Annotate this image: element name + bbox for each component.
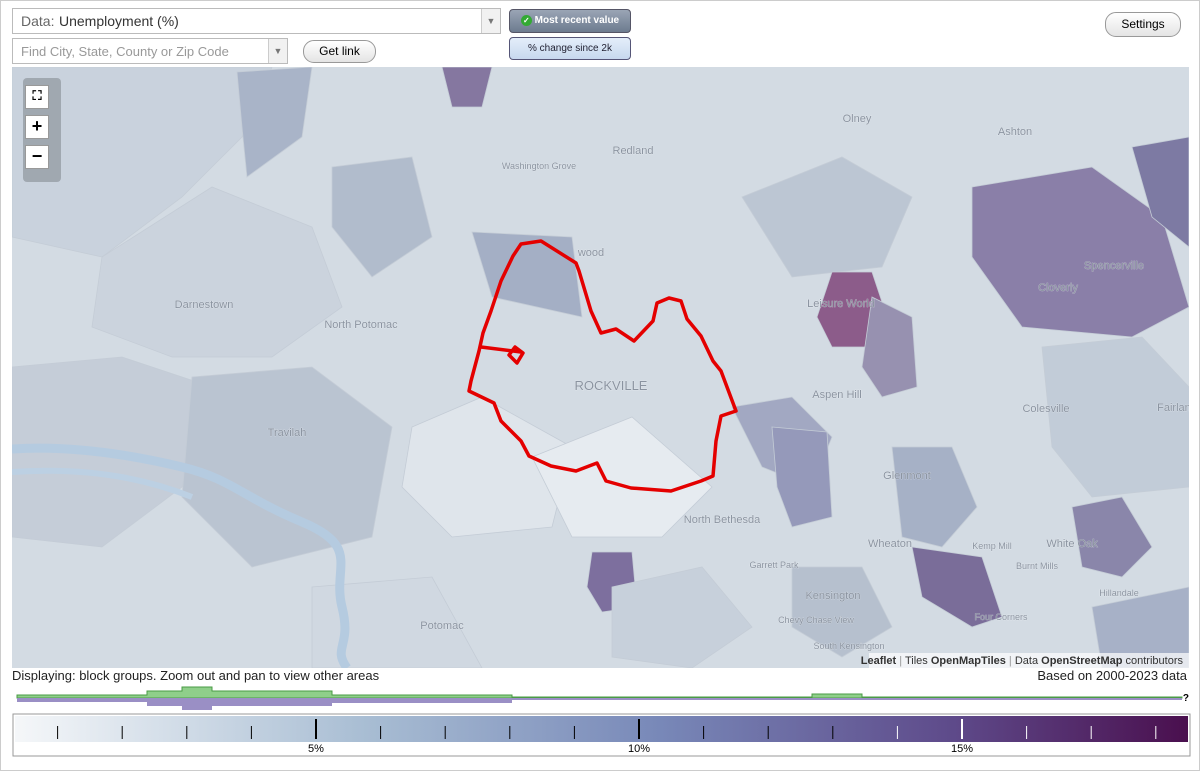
legend: 5% 10% 15% (12, 713, 1191, 757)
help-link[interactable]: ? (1183, 693, 1189, 704)
place-label: Garrett Park (749, 560, 799, 570)
place-label: Leisure World (807, 298, 875, 310)
tiles-link[interactable]: OpenMapTiles (931, 655, 1006, 667)
place-label: wood (577, 247, 604, 259)
place-label: Glenmont (883, 470, 931, 482)
most-recent-label: Most recent value (534, 15, 620, 26)
displaying-note: Displaying: block groups. Zoom out and p… (12, 668, 380, 683)
place-label: South Kensington (813, 641, 884, 651)
place-label: Ashton (998, 126, 1032, 138)
legend-tick-label: 10% (628, 743, 650, 755)
river-branch (12, 467, 194, 500)
place-label: Spencerville (1084, 260, 1144, 272)
legend-tick-label: 5% (308, 743, 324, 755)
search-placeholder: Find City, State, County or Zip Code (21, 44, 229, 59)
data-text: Data (1015, 655, 1039, 667)
attribution: Leaflet | Tiles OpenMapTiles | Data Open… (861, 655, 1184, 667)
zoom-in-button[interactable]: + (25, 115, 49, 139)
attribution-bg (869, 653, 1189, 668)
place-label: ROCKVILLE (575, 378, 648, 393)
place-label: Washington Grove (502, 161, 576, 171)
data-dropdown[interactable]: Data: Unemployment (%) ▼ (12, 8, 501, 34)
place-label: Darnestown (175, 299, 234, 311)
place-label: Kemp Mill (972, 541, 1012, 551)
place-label: Olney (843, 113, 872, 125)
histogram-green (16, 686, 1183, 699)
data-label: Data: (21, 13, 55, 29)
histogram-purple (17, 698, 1182, 710)
leaflet-link[interactable]: Leaflet (861, 655, 897, 667)
place-label: Fairland (1157, 402, 1189, 414)
map: Olney Ashton Redland Washington Grove wood Da… (12, 67, 1189, 668)
legend-tick-label: 15% (951, 743, 973, 755)
zoom-out-button[interactable]: − (25, 145, 49, 169)
place-label: White Oak (1046, 538, 1098, 550)
place-label: Potomac (420, 620, 464, 632)
place-label: Redland (613, 145, 654, 157)
search-caret: ▼ (268, 39, 287, 63)
most-recent-toggle[interactable]: ✓ Most recent value (509, 9, 631, 33)
contributors-text: contributors (1126, 655, 1184, 667)
place-label: North Potomac (324, 319, 398, 331)
place-label: Burnt Mills (1016, 561, 1059, 571)
settings-button[interactable]: Settings (1105, 12, 1181, 37)
fullscreen-button[interactable]: ⛶ (25, 85, 49, 109)
osm-link[interactable]: OpenStreetMap (1041, 655, 1123, 667)
tiles-text: Tiles (905, 655, 928, 667)
search-box[interactable]: Find City, State, County or Zip Code ▼ (12, 38, 288, 64)
legend-gradient (15, 716, 1188, 742)
place-labels: Olney Ashton Redland Washington Grove wood Da… (174, 113, 1189, 652)
based-on-note: Based on 2000-2023 data (1037, 668, 1187, 683)
boundary-outline (467, 239, 738, 493)
data-value: Unemployment (%) (59, 13, 179, 29)
place-label: North Bethesda (684, 514, 761, 526)
place-label: Hillandale (1099, 588, 1139, 598)
change-toggle[interactable]: % change since 2k (509, 37, 631, 60)
histogram: ? (16, 686, 1189, 710)
dropdown-caret: ▼ (481, 9, 500, 33)
place-label: Kensington (805, 590, 860, 602)
place-label: Aspen Hill (812, 389, 862, 401)
place-label: Wheaton (868, 538, 912, 550)
place-label: Four Corners (974, 612, 1028, 622)
check-icon: ✓ (520, 14, 532, 26)
river (12, 443, 351, 668)
place-label: Chevy Chase View (778, 615, 854, 625)
place-label: Travilah (268, 427, 307, 439)
place-label: Colesville (1022, 403, 1069, 415)
get-link-button[interactable]: Get link (303, 40, 376, 63)
place-label: Cloverly (1038, 282, 1078, 294)
